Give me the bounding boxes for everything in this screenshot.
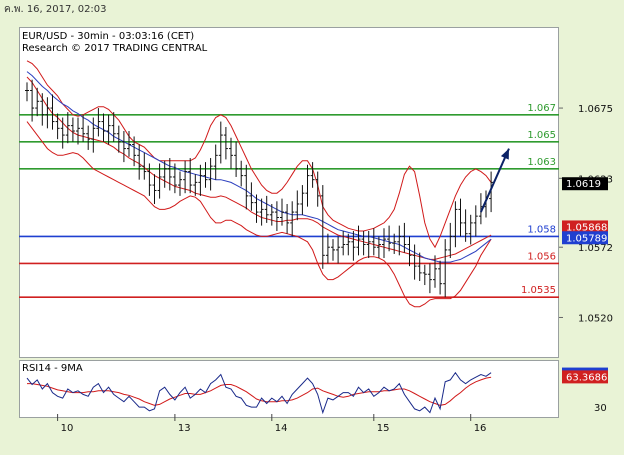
price-tag-label-1: 1.05868 [566,222,607,233]
price-tag-label-0: 1.0619 [566,179,601,190]
price-panel [19,27,559,358]
rsi-tick-label-0: 30 [594,403,607,414]
chart-title: EUR/USD - 30min - 03:03:16 (CET) [22,31,195,42]
level-label-5: 1.0535 [521,285,556,296]
forecast-arrow-head [500,148,509,160]
x-tick-label-4: 16 [474,423,487,434]
x-tick-label-2: 14 [275,423,288,434]
rsi-label: RSI14 - 9MA [22,363,83,374]
timestamp: ค.พ. 16, 2017, 02:03 [4,4,107,15]
rsi-tag-bg-1 [562,370,608,384]
price-tick-label-0: 1.0675 [578,104,613,115]
rsi-tag-label-1: 63.3686 [566,372,607,383]
chart-header: EUR/USD - 30min - 03:03:16 (CET) Researc… [22,31,207,55]
price-tick-label-3: 1.0520 [578,313,613,324]
x-tick-label-0: 10 [61,423,74,434]
forecast-arrow-shaft [479,148,510,213]
level-label-2: 1.063 [527,157,556,168]
price-tag-bg-1 [562,220,608,234]
level-label-0: 1.067 [527,103,556,114]
moving-average-slow-line [26,71,492,263]
price-tag-bg-0 [562,177,608,191]
rsi-ma-line [27,376,492,406]
x-tick-label-3: 15 [377,423,390,434]
level-label-1: 1.065 [527,130,556,141]
rsi-line [26,371,492,415]
chart-credit: Research © 2017 TRADING CENTRAL [22,43,208,54]
bollinger-lower-line [26,121,492,308]
price-tag-bg-2 [562,231,608,245]
bollinger-upper-line [26,60,492,249]
level-label-4: 1.056 [527,251,556,262]
x-tick-label-1: 13 [178,423,191,434]
price-tag-label-2: 1.05789 [566,233,607,244]
level-label-3: 1.058 [527,224,556,235]
rsi-panel [19,360,559,418]
price-tick-label-2: 1.0572 [578,243,613,254]
